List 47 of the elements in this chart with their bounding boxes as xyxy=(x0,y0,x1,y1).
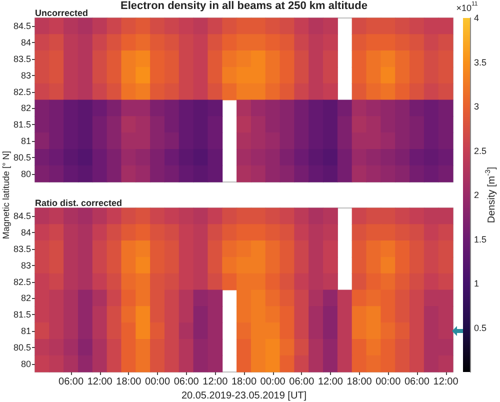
chart-title: Ratio dist. corrected xyxy=(35,198,122,208)
y-tick-label: 80 xyxy=(20,358,31,369)
x-tick-label: 06:00 xyxy=(404,376,430,388)
color-bar-label: 2 xyxy=(474,190,480,200)
color-bar-label: 0.5 xyxy=(474,322,487,333)
y-tick-label: 84.5 xyxy=(13,211,31,222)
x-tick-label: 06:00 xyxy=(58,376,84,388)
y-tick-label: 82 xyxy=(20,293,31,304)
x-tick-label: 00:00 xyxy=(145,376,170,388)
y-tick-label: 82.5 xyxy=(13,276,31,287)
y-tick-label: 83 xyxy=(20,260,31,270)
x-tick-label: 06:00 xyxy=(289,376,315,388)
x-tick-label: 12:00 xyxy=(318,376,344,388)
x-tick-label: 12:00 xyxy=(433,376,459,388)
x-tick-label: 12:00 xyxy=(202,376,228,388)
x-tick-label: 06:00 xyxy=(174,376,200,388)
color-bar-label: 1.5 xyxy=(474,234,487,244)
x-tick-label: 18:00 xyxy=(231,376,257,388)
y-tick-label: 83.5 xyxy=(13,54,31,64)
chart-title: Electron density in all beams at 250 km altitude xyxy=(120,0,368,12)
y-tick-label: 81.5 xyxy=(13,310,31,320)
color-bar-label: 3 xyxy=(474,102,480,112)
x-tick-label: 00:00 xyxy=(376,376,402,388)
y-tick-label: 81 xyxy=(20,326,31,336)
y-tick-label: 81 xyxy=(20,136,31,146)
chart-subtitle: Uncorrected xyxy=(35,8,88,18)
x-axis-title: 20.05.2019-23.05.2019 [UT] xyxy=(181,390,307,402)
color-bar-label: 4 xyxy=(474,13,480,23)
y-tick-label: 80.5 xyxy=(13,152,31,162)
y-tick-label: 84.5 xyxy=(13,21,31,32)
y-tick-label: 83.5 xyxy=(13,244,31,254)
y-tick-label: 84 xyxy=(20,38,31,48)
y-tick-label: 83 xyxy=(20,70,31,80)
y-tick-label: 84 xyxy=(20,228,31,238)
x-tick-label: 00:00 xyxy=(260,376,286,388)
y-tick-label: 82.5 xyxy=(13,86,31,97)
x-tick-label: 18:00 xyxy=(116,376,142,388)
y-axis-title: Magnetic latitude [° N] xyxy=(1,150,11,240)
y-tick-label: 80.5 xyxy=(13,342,31,352)
color-bar-label: 2.5 xyxy=(474,146,487,156)
color-bar-label: 3.5 xyxy=(474,57,487,68)
y-tick-label: 81.5 xyxy=(13,120,31,130)
y-tick-label: 80 xyxy=(20,168,31,179)
x-tick-label: 12:00 xyxy=(87,376,113,388)
x-tick-label: 18:00 xyxy=(346,376,372,388)
color-bar-label: 1 xyxy=(474,278,480,288)
y-tick-label: 82 xyxy=(20,103,31,114)
